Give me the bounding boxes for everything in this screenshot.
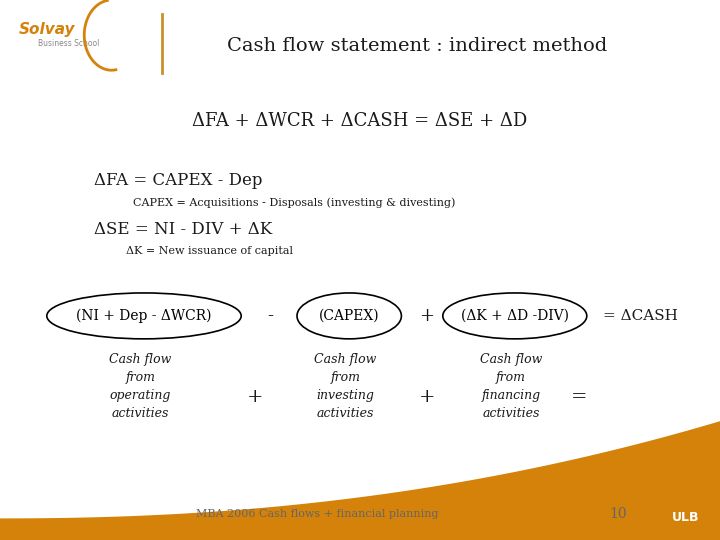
- FancyBboxPatch shape: [659, 499, 712, 536]
- Text: ΔFA = CAPEX - Dep: ΔFA = CAPEX - Dep: [94, 172, 262, 190]
- Text: Cash flow
from
financing
activities: Cash flow from financing activities: [480, 353, 542, 420]
- Ellipse shape: [443, 293, 587, 339]
- Text: ΔSE = NI - DIV + ΔK: ΔSE = NI - DIV + ΔK: [94, 221, 272, 238]
- Text: Cash flow
from
investing
activities: Cash flow from investing activities: [315, 353, 377, 420]
- Text: (CAPEX): (CAPEX): [319, 309, 379, 323]
- Text: Solvay: Solvay: [19, 22, 75, 37]
- Text: 10: 10: [609, 507, 626, 521]
- Polygon shape: [0, 421, 720, 540]
- Text: Cash flow
from
operating
activities: Cash flow from operating activities: [109, 353, 171, 420]
- Ellipse shape: [297, 293, 402, 339]
- Text: +: +: [248, 388, 264, 406]
- Text: (ΔK + ΔD -DIV): (ΔK + ΔD -DIV): [461, 309, 569, 323]
- Text: CAPEX = Acquisitions - Disposals (investing & divesting): CAPEX = Acquisitions - Disposals (invest…: [133, 197, 456, 208]
- Text: MBA 2006 Cash flows + financial planning: MBA 2006 Cash flows + financial planning: [196, 509, 438, 519]
- Text: ΔK = New issuance of capital: ΔK = New issuance of capital: [126, 246, 293, 256]
- Ellipse shape: [47, 293, 241, 339]
- Text: =: =: [572, 388, 588, 406]
- Text: +: +: [419, 388, 435, 406]
- Text: ULB: ULB: [672, 511, 699, 524]
- Text: (NI + Dep - ΔWCR): (NI + Dep - ΔWCR): [76, 309, 212, 323]
- Text: Business School: Business School: [37, 39, 99, 48]
- Text: -: -: [267, 307, 273, 325]
- Text: Cash flow statement : indirect method: Cash flow statement : indirect method: [228, 37, 608, 55]
- Text: +: +: [419, 307, 433, 325]
- Text: = ΔCASH: = ΔCASH: [603, 309, 678, 323]
- Text: ΔFA + ΔWCR + ΔCASH = ΔSE + ΔD: ΔFA + ΔWCR + ΔCASH = ΔSE + ΔD: [192, 112, 528, 131]
